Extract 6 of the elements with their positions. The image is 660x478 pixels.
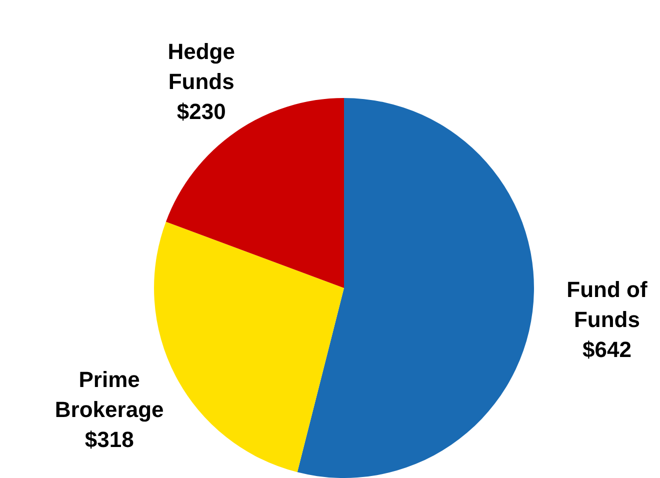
slice-label: Hedge Funds — [168, 38, 235, 94]
slice-label: Prime Brokerage — [54, 367, 164, 422]
data-label: $642 — [582, 336, 632, 362]
data-label: $318 — [84, 427, 134, 452]
data-label: $230 — [176, 98, 226, 124]
slice-label: Fund of Funds — [566, 276, 648, 332]
